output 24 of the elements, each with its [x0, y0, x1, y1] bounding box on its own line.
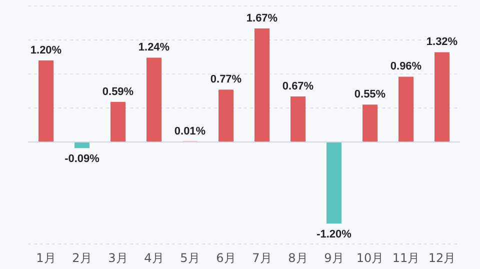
x-tick-label: 12月: [428, 251, 456, 265]
x-tick-label: 9月: [324, 251, 344, 265]
x-tick-label: 11月: [392, 251, 420, 265]
data-label: 0.59%: [102, 86, 134, 98]
data-label: -1.20%: [316, 228, 352, 241]
data-label: 1.20%: [30, 44, 62, 56]
x-tick-label: 10月: [356, 251, 384, 265]
x-tick-label: 6月: [216, 251, 236, 265]
x-tick-label: 2月: [72, 251, 92, 265]
data-label: 0.67%: [282, 80, 314, 92]
data-label: 1.24%: [138, 42, 170, 54]
data-label: 0.96%: [390, 60, 422, 73]
data-label: 0.77%: [210, 74, 242, 86]
x-tick-label: 8月: [288, 251, 308, 265]
x-tick-label: 4月: [144, 251, 164, 265]
data-label: 1.67%: [246, 12, 278, 24]
x-tick-label: 1月: [36, 251, 56, 265]
x-tick-label: 7月: [252, 251, 272, 265]
x-tick-label: 5月: [180, 251, 200, 265]
data-label: 0.55%: [354, 88, 386, 101]
data-label: 0.01%: [174, 125, 206, 138]
data-label: 1.32%: [426, 36, 458, 48]
x-tick-label: 3月: [108, 251, 128, 265]
data-label: -0.09%: [64, 153, 100, 166]
